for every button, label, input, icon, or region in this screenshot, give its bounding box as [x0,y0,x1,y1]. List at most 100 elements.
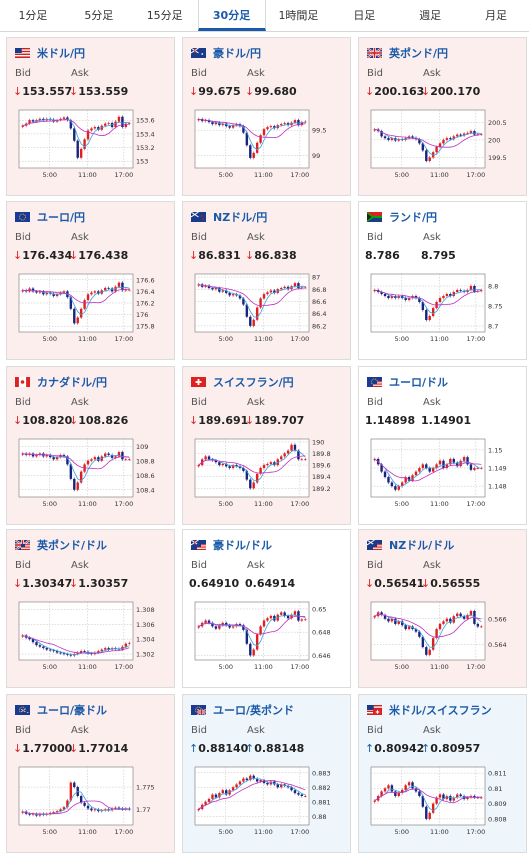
rate-card[interactable]: カナダドル/円 Bid Ask ↓108.820 ↓108.826 109 108… [6,366,175,525]
pair-title[interactable]: スイスフラン/円 [191,375,294,389]
ma-long-line [198,118,306,139]
candle-body [83,300,86,309]
pair-title[interactable]: ユーロ/豪ドル [15,703,107,717]
candlestick-chart[interactable]: 1.775 1.77 5:00 11:00 17:00 [14,763,171,838]
candlestick-chart[interactable]: 0.811 0.81 0.809 0.808 5:00 11:00 17:00 [366,763,523,838]
candle-body [394,486,397,490]
tab-0[interactable]: 1分足 [18,9,48,22]
candle-body [428,468,431,472]
candle-body [425,150,428,161]
candle-body [49,454,52,458]
candle-body [79,651,83,653]
rate-card[interactable]: 豪ドル/ドル Bid Ask 0.64910 0.64914 0.65 0.648… [182,529,351,688]
candlestick-chart[interactable]: 0.883 0.882 0.881 0.88 5:00 11:00 17:00 [190,763,347,838]
candlestick-chart[interactable]: 153.6 153.4 153.2 153 5:00 11:00 17:00 [14,106,171,181]
pair-title[interactable]: ランド/円 [367,210,437,224]
candle-body [428,157,431,161]
candle-body [414,629,418,632]
candle-body [459,794,462,796]
candlestick-chart[interactable]: 109 108.8 108.6 108.4 5:00 11:00 17:00 [14,435,171,510]
rate-card[interactable]: 豪ドル/円 Bid Ask ↓99.675 ↓99.680 99.5 99 5:00… [182,37,351,196]
pair-title[interactable]: ユーロ/英ポンド [191,703,294,717]
pair-title[interactable]: NZドル/円 [190,210,267,224]
candle-body [207,120,211,123]
tab-5[interactable]: 日足 [353,9,376,22]
flag-icon [15,212,30,222]
candle-body [121,282,124,291]
candlestick-chart[interactable]: 200.5 200 199.5 5:00 11:00 17:00 [366,106,523,181]
candle-body [69,120,73,129]
bid-label: Bid [15,560,31,571]
candle-body [228,126,231,128]
candle-body [259,626,262,635]
rate-card[interactable]: ユーロ/円 Bid Ask ↓176.434 ↓176.438 176.6 176… [6,201,175,360]
tab-1[interactable]: 5分足 [84,9,114,22]
candle-body [262,620,266,627]
pair-name: ランド/円 [389,211,438,224]
candle-body [207,798,211,802]
candlestick-chart[interactable]: 99.5 99 5:00 11:00 17:00 [190,106,347,181]
rate-card[interactable]: NZドル/ドル Bid Ask ↓0.56541 ↓0.56555 0.566 0… [358,529,527,688]
rate-card[interactable]: ユーロ/豪ドル Bid Ask ↓1.77000 ↓1.77014 1.775 1… [6,694,175,853]
candlestick-chart[interactable]: 1.308 1.306 1.304 1.302 5:00 11:00 17:00 [14,598,171,673]
candle-body [380,612,383,615]
pair-title[interactable]: 豪ドル/円 [190,46,261,60]
rate-card[interactable]: ユーロ/英ポンド Bid Ask ↑0.88140 ↑0.88148 0.883… [182,694,351,853]
candle-body [28,120,31,124]
ask-value: ↑0.88148 [245,742,305,755]
candle-body [69,297,73,309]
candlestick-chart[interactable]: 0.566 0.564 5:00 11:00 17:00 [366,598,523,673]
candlestick-chart[interactable]: 8.8 8.75 8.7 5:00 11:00 17:00 [366,270,523,345]
tab-6[interactable]: 週足 [419,9,442,22]
candle-body [249,479,252,489]
y-tick-label: 1.77 [136,806,150,814]
ma-long-line [22,119,130,137]
tab-4[interactable]: 1時間足 [278,9,319,22]
candle-body [266,127,269,130]
pair-title[interactable]: 豪ドル/ドル [190,538,272,552]
pair-title[interactable]: 米ドル/スイスフラン [367,703,492,717]
candle-body [245,470,249,480]
rate-card[interactable]: ユーロ/ドル Bid Ask 1.14898 1.14901 1.15 1.149… [358,366,527,525]
candle-body [480,290,483,291]
x-tick-label: 5:00 [218,335,233,343]
rate-card[interactable]: 米ドル/スイスフラン Bid Ask ↑0.80942 ↑0.80957 0.8… [358,694,527,853]
candle-body [421,302,425,310]
pair-title[interactable]: 英ポンド/ドル [14,538,107,552]
candle-body [204,120,207,122]
candle-body [207,456,211,460]
rate-card[interactable]: 米ドル/円 Bid Ask ↓153.557 ↓153.559 153.6 153… [6,37,175,196]
candlestick-chart[interactable]: 87 86.8 86.6 86.4 86.2 5:00 11:00 17:00 [190,270,347,345]
ma-short-line [198,118,306,151]
rate-card[interactable]: 英ポンド/円 Bid Ask ↓200.163 ↓200.170 200.5 20… [358,37,527,196]
rate-card[interactable]: スイスフラン/円 Bid Ask ↓189.691 ↓189.707 190 18… [182,366,351,525]
pair-title[interactable]: 英ポンド/円 [366,46,448,60]
ma-long-line [198,284,306,307]
candle-body [397,792,400,796]
ma-long-line [374,458,482,482]
tab-3[interactable]: 30分足 [197,0,266,31]
candle-body [97,291,100,294]
rate-card[interactable]: NZドル/円 Bid Ask ↓86.831 ↓86.838 87 86.8 86.… [182,201,351,360]
pair-title[interactable]: ユーロ/円 [15,210,85,224]
candle-body [221,463,224,466]
rate-card[interactable]: ランド/円 Bid Ask 8.786 8.795 8.8 8.75 8.7 5:00… [358,201,527,360]
y-tick-label: 0.881 [312,798,331,806]
pair-title[interactable]: NZドル/ドル [366,538,454,552]
candlestick-chart[interactable]: 190 189.8 189.6 189.4 189.2 5:00 11:00 17:00 [190,435,347,510]
candlestick-chart[interactable]: 0.65 0.648 0.646 5:00 11:00 17:00 [190,598,347,673]
down-arrow-icon: ↓ [69,577,79,590]
tab-2[interactable]: 15分足 [146,9,183,22]
candlestick-chart[interactable]: 176.6 176.4 176.2 176 175.8 5:00 11:00 17:00 [14,270,171,345]
candle-body [252,649,255,656]
rate-card[interactable]: 英ポンド/ドル Bid Ask ↓1.30347 ↓1.30357 1.308 1… [6,529,175,688]
plot-area [194,766,310,826]
candle-body [83,802,86,806]
ask-label: Ask [71,397,89,408]
pair-title[interactable]: カナダドル/円 [15,375,107,389]
pair-title[interactable]: 米ドル/円 [15,46,85,60]
candle-body [300,459,304,461]
candlestick-chart[interactable]: 1.15 1.149 1.148 5:00 11:00 17:00 [366,435,523,510]
pair-title[interactable]: ユーロ/ドル [367,375,448,389]
tab-7[interactable]: 月足 [485,9,508,22]
